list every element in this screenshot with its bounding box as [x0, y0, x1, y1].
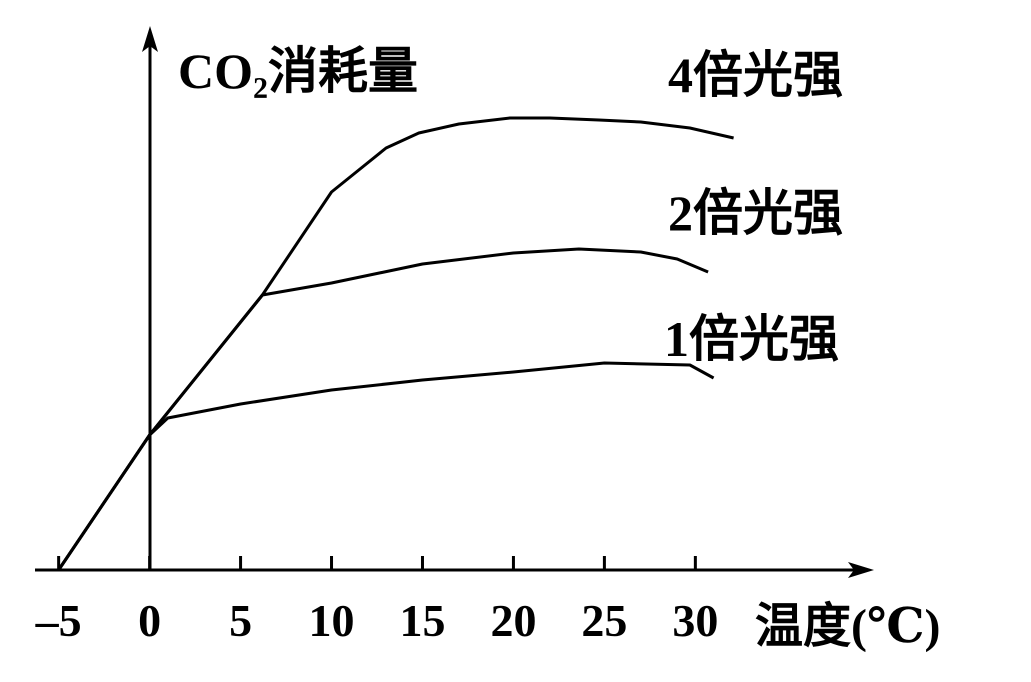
x-tick-label: –5: [35, 595, 82, 646]
series-label: 1倍光强: [664, 311, 839, 367]
x-tick-label: 20: [490, 595, 536, 646]
chart-title: CO₂消耗量: [178, 43, 418, 99]
x-axis-label: 温度(℃): [755, 600, 941, 653]
series-label: 4倍光强: [668, 47, 843, 103]
x-tick-label: 15: [399, 595, 445, 646]
line: [57, 116, 734, 571]
x-tick-label: 10: [309, 595, 355, 646]
line: [57, 361, 715, 571]
x-tick-label: 0: [138, 595, 161, 646]
x-tick-label: 25: [581, 595, 627, 646]
series-label: 2倍光强: [668, 185, 843, 241]
x-tick-label: 30: [672, 595, 718, 646]
x-axis-arrow: [848, 562, 874, 578]
line: [57, 247, 709, 571]
y-axis-arrow: [142, 26, 158, 52]
x-tick-label: 5: [229, 595, 252, 646]
